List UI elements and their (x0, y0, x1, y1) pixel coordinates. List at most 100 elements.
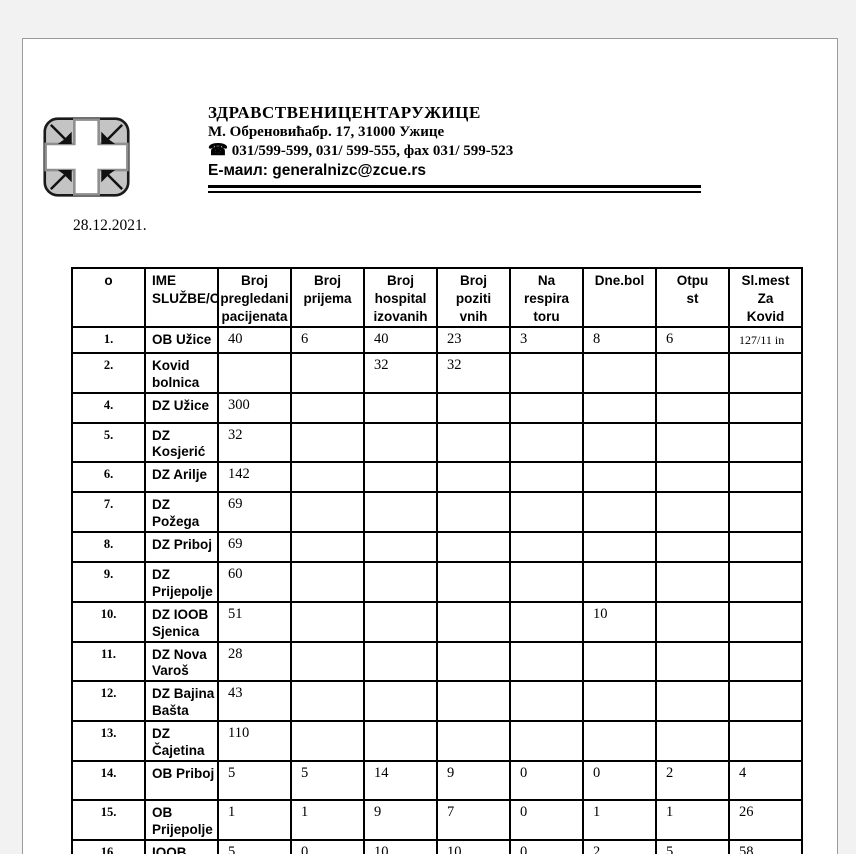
value-cell (509, 680, 584, 723)
value-cell: 7 (436, 798, 511, 841)
value-cell (655, 491, 730, 534)
value-cell (728, 421, 803, 464)
value-cell (509, 351, 584, 394)
column-header: Broj prijema (290, 267, 365, 328)
value-cell (436, 680, 511, 723)
row-number-cell: 12. (71, 680, 146, 723)
value-cell (728, 461, 803, 494)
service-name-cell: OB Prijepolje (144, 798, 219, 841)
value-cell: 32 (363, 351, 438, 394)
value-cell: 0 (509, 798, 584, 841)
value-cell: 10 (582, 600, 657, 643)
value-cell (655, 680, 730, 723)
value-cell: 5 (217, 838, 292, 854)
table-row: 16.IOOB Požega50101002558 (71, 838, 803, 854)
value-cell (363, 720, 438, 762)
phone-numbers: 031/599-599, 031/ 599-555, фах 031/ 599-… (227, 143, 514, 160)
value-cell (509, 421, 584, 464)
service-name-cell: DZ Užice (144, 391, 219, 424)
value-cell: 1 (655, 798, 730, 841)
value-cell (436, 491, 511, 534)
report-date: 28.12.2021. (73, 217, 147, 234)
value-cell (509, 561, 584, 603)
value-cell (290, 640, 365, 683)
value-cell: 110 (217, 720, 292, 762)
value-cell (655, 531, 730, 564)
value-cell (436, 561, 511, 603)
value-cell: 142 (217, 461, 292, 494)
row-number-cell: 14. (71, 759, 146, 801)
service-name-cell: DZ Prijepolje (144, 561, 219, 603)
value-cell: 10 (436, 838, 511, 854)
row-number-cell: 8. (71, 531, 146, 564)
document-page: ЗДРАВСТВЕНИЦЕНТАРУЖИЦЕ М. Обреновићабр. … (22, 38, 838, 854)
value-cell: 5 (217, 759, 292, 801)
service-name-cell: DZ Nova Varoš (144, 640, 219, 683)
value-cell: 8 (582, 325, 657, 354)
column-header: Sl.mest Za Kovid (728, 267, 803, 328)
value-cell (290, 600, 365, 643)
value-cell (655, 421, 730, 464)
value-cell (582, 491, 657, 534)
value-cell: 0 (582, 759, 657, 801)
row-number-cell: 6. (71, 461, 146, 494)
value-cell (436, 531, 511, 564)
value-cell: 3 (509, 325, 584, 354)
value-cell: 6 (290, 325, 365, 354)
column-header: Broj pregledani pacijenata (217, 267, 292, 328)
value-cell (582, 720, 657, 762)
value-cell: 26 (728, 798, 803, 841)
table-row: 14. OB Priboj 5 5 14 9 0 0 2 4 (71, 759, 803, 801)
value-cell (582, 531, 657, 564)
table-row: 9. DZ Prijepolje 60 (71, 561, 803, 603)
letterhead: ЗДРАВСТВЕНИЦЕНТАРУЖИЦЕ М. Обреновићабр. … (208, 103, 728, 182)
value-cell: 32 (217, 421, 292, 464)
value-cell (582, 461, 657, 494)
service-name-cell: DZ Arilje (144, 461, 219, 494)
value-cell: 4 (728, 759, 803, 801)
row-number-cell: 7. (71, 491, 146, 534)
table-row: 12. DZ Bajina Bašta 43 (71, 680, 803, 723)
table-row: 13. DZ Čajetina 110 (71, 720, 803, 762)
value-cell (655, 720, 730, 762)
row-number-cell: 10. (71, 600, 146, 643)
value-cell (655, 391, 730, 424)
table-row: 11. DZ Nova Varoš 28 (71, 640, 803, 683)
telephone-icon: ☎ (208, 142, 228, 160)
table-row: 5. DZ Kosjerić 32 (71, 421, 803, 464)
value-cell (363, 391, 438, 424)
value-cell (582, 640, 657, 683)
table-row: 7. DZ Požega 69 (71, 491, 803, 534)
value-cell (363, 421, 438, 464)
value-cell (728, 600, 803, 643)
value-cell (655, 600, 730, 643)
value-cell (509, 640, 584, 683)
value-cell (728, 531, 803, 564)
table-row: 8. DZ Priboj 69 (71, 531, 803, 564)
row-number-cell: 15. (71, 798, 146, 841)
organization-name: ЗДРАВСТВЕНИЦЕНТАРУЖИЦЕ (208, 103, 481, 122)
value-cell (290, 391, 365, 424)
column-header: Na respira toru (509, 267, 584, 328)
row-number-cell: 16. (71, 838, 146, 854)
value-cell (290, 421, 365, 464)
value-cell (582, 351, 657, 394)
value-cell: 9 (436, 759, 511, 801)
table-row: 15. OB Prijepolje 1 1 9 7 0 1 1 26 (71, 798, 803, 841)
row-number-cell: 9. (71, 561, 146, 603)
health-center-cross-logo-icon (43, 117, 130, 197)
value-cell: 40 (363, 325, 438, 354)
row-number-cell: 2. (71, 351, 146, 394)
value-cell (582, 680, 657, 723)
value-cell (290, 680, 365, 723)
table-row: 1. OB Užice 40 6 40 23 3 8 6 127/11 in (71, 325, 803, 354)
value-cell: 0 (509, 759, 584, 801)
value-cell (290, 351, 365, 394)
column-header: Broj poziti vnih (436, 267, 511, 328)
value-cell (290, 491, 365, 534)
value-cell (728, 391, 803, 424)
value-cell (363, 600, 438, 643)
value-cell: 60 (217, 561, 292, 603)
table-row: 2. Kovid bolnica 32 32 (71, 351, 803, 394)
